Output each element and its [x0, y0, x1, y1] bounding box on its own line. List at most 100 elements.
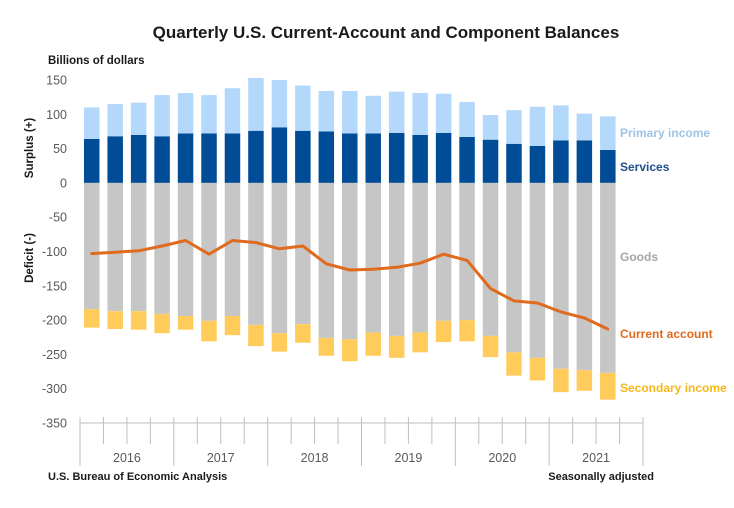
bar-secondary-income	[482, 335, 499, 358]
bar-primary-income	[177, 93, 194, 134]
bar-services	[600, 149, 616, 183]
bar-services	[482, 139, 499, 183]
bar-goods	[412, 182, 428, 333]
bars	[83, 77, 616, 400]
y-tick-label: 100	[46, 108, 67, 122]
bar-secondary-income	[529, 357, 546, 381]
bar-goods	[388, 182, 405, 336]
bar-services	[342, 133, 358, 183]
year-label: 2021	[582, 451, 610, 465]
bar-secondary-income	[318, 337, 335, 356]
legend-label: Primary income	[620, 126, 710, 140]
bar-services	[224, 133, 241, 183]
bar-goods	[107, 182, 123, 312]
bar-services	[83, 138, 100, 183]
bar-primary-income	[506, 110, 522, 144]
bar-services	[130, 134, 147, 183]
y-tick-label: -250	[42, 348, 67, 362]
bar-secondary-income	[506, 352, 522, 376]
bar-services	[201, 133, 217, 183]
bar-primary-income	[388, 91, 405, 133]
bar-primary-income	[576, 113, 593, 141]
bar-services	[435, 132, 452, 183]
y-tick-label: -300	[42, 382, 67, 396]
bar-services	[576, 140, 593, 183]
bar-secondary-income	[224, 315, 241, 336]
bar-goods	[318, 182, 335, 338]
current-account-line	[90, 239, 610, 331]
x-axis: 2016 2017 2018 2019 2020 2021	[79, 417, 644, 466]
y-tick-label: 0	[60, 176, 67, 190]
bar-goods	[224, 182, 241, 316]
bar-primary-income	[224, 88, 241, 134]
bar-services	[318, 131, 335, 183]
bar-goods	[271, 182, 288, 334]
y-tick-label: -100	[42, 245, 67, 259]
bar-goods	[553, 182, 569, 369]
legend-label: Services	[620, 160, 670, 174]
year-label: 2019	[395, 451, 423, 465]
bar-goods	[435, 182, 452, 321]
bar-services	[271, 127, 288, 183]
y-axis-unit-label: Billions of dollars	[48, 55, 144, 67]
chart-title: Quarterly U.S. Current-Account and Compo…	[153, 23, 620, 42]
bar-goods	[248, 182, 264, 325]
y-tick-label: -50	[49, 211, 67, 225]
bar-services	[295, 130, 311, 183]
bar-goods	[506, 182, 522, 353]
bar-secondary-income	[388, 335, 405, 358]
bar-primary-income	[271, 80, 288, 128]
bar-primary-income	[248, 77, 264, 131]
bar-secondary-income	[435, 320, 452, 343]
bar-primary-income	[412, 93, 428, 135]
bar-goods	[342, 182, 358, 340]
bar-goods	[177, 182, 194, 316]
bar-services	[553, 140, 569, 183]
y-tick-label: 50	[53, 142, 67, 156]
bar-goods	[83, 182, 100, 310]
bar-services	[107, 136, 123, 183]
y-tick-label: -350	[42, 417, 67, 431]
bar-secondary-income	[412, 332, 428, 353]
bar-primary-income	[529, 106, 546, 146]
bar-services	[154, 136, 170, 183]
bar-secondary-income	[130, 311, 147, 330]
bar-primary-income	[107, 104, 123, 137]
bar-services	[248, 130, 264, 183]
bar-secondary-income	[459, 320, 475, 342]
bar-secondary-income	[553, 368, 569, 393]
bar-goods	[365, 182, 381, 333]
legend-label: Secondary income	[620, 381, 727, 395]
bar-secondary-income	[295, 324, 311, 343]
bar-secondary-income	[342, 339, 358, 362]
bar-secondary-income	[154, 313, 170, 334]
bar-primary-income	[83, 107, 100, 139]
bar-primary-income	[154, 95, 170, 137]
year-label: 2016	[113, 451, 141, 465]
bar-secondary-income	[271, 333, 288, 352]
bar-services	[529, 145, 546, 183]
bar-primary-income	[130, 102, 147, 135]
year-label: 2020	[488, 451, 516, 465]
bar-services	[459, 136, 475, 183]
legend-label: Goods	[620, 250, 658, 264]
bar-secondary-income	[83, 309, 100, 328]
bar-services	[412, 134, 428, 183]
surplus-axis-label: Surplus (+)	[24, 118, 36, 179]
bar-primary-income	[600, 116, 616, 150]
y-axis-ticks: 150 100 50 0 -50 -100 -150 -200 -250 -300 -350	[42, 74, 67, 431]
bar-primary-income	[295, 85, 311, 131]
bar-primary-income	[482, 114, 499, 140]
bar-services	[365, 133, 381, 183]
y-tick-label: 150	[46, 74, 67, 88]
source-note: U.S. Bureau of Economic Analysis	[48, 471, 227, 483]
deficit-axis-label: Deficit (-)	[24, 233, 36, 283]
legend-label: Current account	[620, 327, 713, 341]
bar-primary-income	[553, 105, 569, 141]
bar-goods	[576, 182, 593, 371]
bar-goods	[295, 182, 311, 325]
current-account-polyline	[90, 239, 610, 331]
bar-goods	[482, 182, 499, 336]
bar-secondary-income	[201, 320, 217, 342]
